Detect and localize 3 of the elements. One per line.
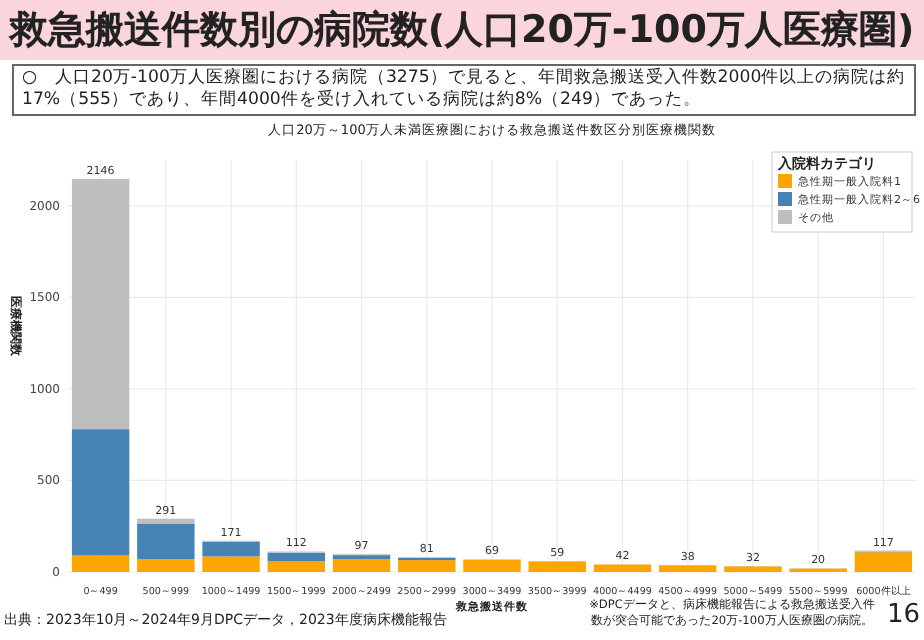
title: 救急搬送件数別の病院数(人口20万-100万人医療圏): [0, 0, 924, 60]
page: 16: [884, 600, 920, 630]
subtitle: ○ 人口20万-100万人医療圏における病院（3275）で見ると、年間救急搬送受入件数2000件以上の病院は約17%（555）であり、年間4000件を受け入れている病院は約8%（249）であった。: [12, 64, 916, 116]
